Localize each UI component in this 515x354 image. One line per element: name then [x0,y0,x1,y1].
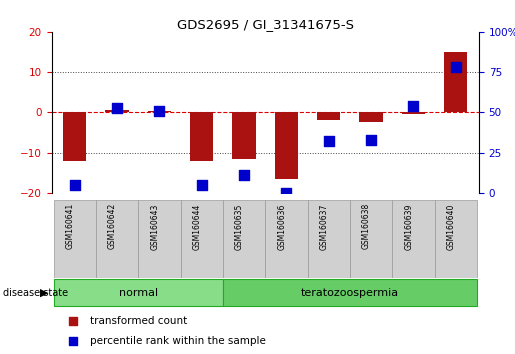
Point [452,64,460,70]
Point [68,338,77,344]
Title: GDS2695 / GI_31341675-S: GDS2695 / GI_31341675-S [177,18,354,31]
Text: percentile rank within the sample: percentile rank within the sample [90,336,266,346]
Text: GSM160636: GSM160636 [278,203,286,250]
Point [282,190,290,196]
Bar [106,110,129,113]
Text: ▶: ▶ [40,288,49,298]
Bar [138,200,181,278]
Bar [223,200,265,278]
Text: GSM160635: GSM160635 [235,203,244,250]
Bar [148,111,171,113]
Text: GSM160644: GSM160644 [193,203,202,250]
Text: GSM160642: GSM160642 [108,203,117,249]
Bar [223,279,477,307]
Bar [54,200,96,278]
Bar [392,200,435,278]
Point [68,318,77,324]
Point [156,108,164,114]
Point [367,137,375,143]
Text: GSM160639: GSM160639 [404,203,414,250]
Bar [317,113,340,120]
Text: GSM160641: GSM160641 [66,203,75,249]
Text: GSM160638: GSM160638 [362,203,371,249]
Text: GSM160637: GSM160637 [320,203,329,250]
Text: disease state: disease state [3,288,67,298]
Point [198,182,206,188]
Point [240,172,248,178]
Bar [232,113,256,159]
Text: GSM160640: GSM160640 [447,203,456,250]
Bar [265,200,307,278]
Text: GSM160643: GSM160643 [150,203,160,250]
Bar [63,113,87,161]
Bar [54,279,223,307]
Bar [350,200,392,278]
Point [113,105,121,110]
Bar [190,113,213,161]
Bar [181,200,223,278]
Bar [96,200,138,278]
Text: normal: normal [118,288,158,298]
Point [71,182,79,188]
Bar [402,113,425,114]
Bar [444,52,467,113]
Point [409,103,418,109]
Text: teratozoospermia: teratozoospermia [301,288,399,298]
Bar [435,200,477,278]
Bar [359,113,383,122]
Text: transformed count: transformed count [90,316,187,326]
Bar [307,200,350,278]
Point [324,138,333,144]
Bar [274,113,298,179]
